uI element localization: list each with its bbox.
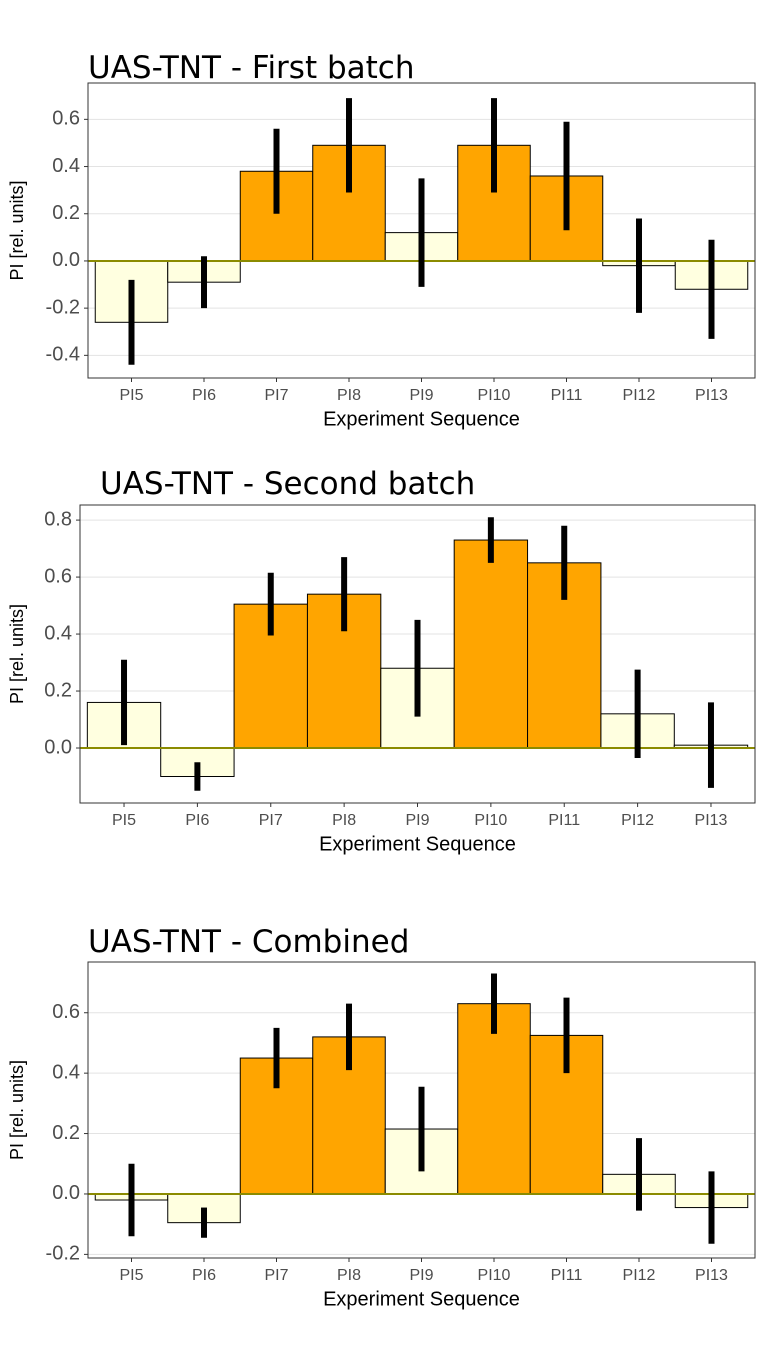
y-tick-label: 0.4 [52, 1061, 80, 1083]
x-tick-label: PI12 [621, 812, 654, 829]
x-tick-label: PI13 [695, 1267, 728, 1284]
x-tick-label: PI9 [405, 812, 429, 829]
x-tick-label: PI13 [695, 387, 728, 404]
x-tick-label: PI6 [185, 812, 209, 829]
x-tick-label: PI5 [119, 1267, 143, 1284]
x-tick-label: PI12 [623, 387, 656, 404]
bar [457, 1003, 531, 1195]
x-tick-label: PI7 [259, 812, 283, 829]
y-tick-label: 0.0 [44, 736, 72, 758]
chart: UAS-TNT - First batch -0.4 -0.2 0.0 0.2 0.4 0.… [7, 50, 756, 430]
x-tick-label: PI7 [264, 1267, 288, 1284]
x-tick-label: PI13 [695, 812, 728, 829]
y-tick-label: 0.4 [52, 155, 80, 177]
x-tick-label: PI11 [551, 1267, 583, 1284]
x-tick-label: PI5 [119, 387, 143, 404]
plot-border [87, 961, 756, 1259]
y-tick-label: 0.0 [52, 1182, 80, 1204]
y-tick-label: -0.4 [46, 344, 80, 366]
y-tick-label: -0.2 [46, 296, 80, 318]
x-tick-label: PI10 [478, 387, 511, 404]
chart-title: UAS-TNT - Combined [88, 924, 409, 960]
y-axis-label: PI [rel. units] [7, 180, 27, 280]
x-axis-label: Experiment Sequence [323, 408, 520, 430]
x-tick-label: PI8 [332, 812, 356, 829]
x-tick-label: PI6 [192, 387, 216, 404]
x-tick-label: PI7 [264, 387, 288, 404]
y-tick-label: 0.0 [52, 249, 80, 271]
x-tick-label: PI5 [112, 812, 136, 829]
y-tick-label: 0.6 [44, 565, 72, 587]
x-axis-label: Experiment Sequence [319, 833, 516, 855]
chart-title: UAS-TNT - First batch [88, 50, 414, 86]
chart-title: UAS-TNT - Second batch [100, 466, 475, 502]
y-tick-label: 0.6 [52, 108, 80, 130]
y-tick-label: 0.4 [44, 622, 72, 644]
x-tick-label: PI11 [551, 387, 583, 404]
chart: UAS-TNT - Combined -0.2 0.0 0.2 0.4 0.6 PI5 PI6… [7, 924, 756, 1310]
y-tick-label: 0.2 [52, 1122, 80, 1144]
chart: UAS-TNT - Second batch 0.0 0.2 0.4 0.6 0.8 PI5… [7, 466, 756, 855]
x-tick-label: PI8 [337, 387, 361, 404]
x-tick-label: PI12 [623, 1267, 656, 1284]
y-tick-label: 0.6 [52, 1001, 80, 1023]
y-axis-label: PI [rel. units] [7, 1060, 27, 1160]
x-tick-label: PI10 [478, 1267, 511, 1284]
y-tick-label: 0.2 [44, 679, 72, 701]
y-tick-label: 0.2 [52, 202, 80, 224]
x-tick-label: PI10 [474, 812, 507, 829]
x-tick-label: PI9 [409, 387, 433, 404]
x-tick-label: PI8 [337, 1267, 361, 1284]
y-axis-label: PI [rel. units] [7, 604, 27, 704]
y-tick-label: 0.8 [44, 508, 72, 530]
plot-border [79, 504, 756, 804]
x-tick-label: PI6 [192, 1267, 216, 1284]
x-tick-label: PI11 [548, 812, 580, 829]
x-axis-label: Experiment Sequence [323, 1288, 520, 1310]
plot-border [87, 82, 756, 379]
bar [453, 539, 529, 749]
x-tick-label: PI9 [409, 1267, 433, 1284]
y-tick-label: -0.2 [46, 1243, 80, 1265]
